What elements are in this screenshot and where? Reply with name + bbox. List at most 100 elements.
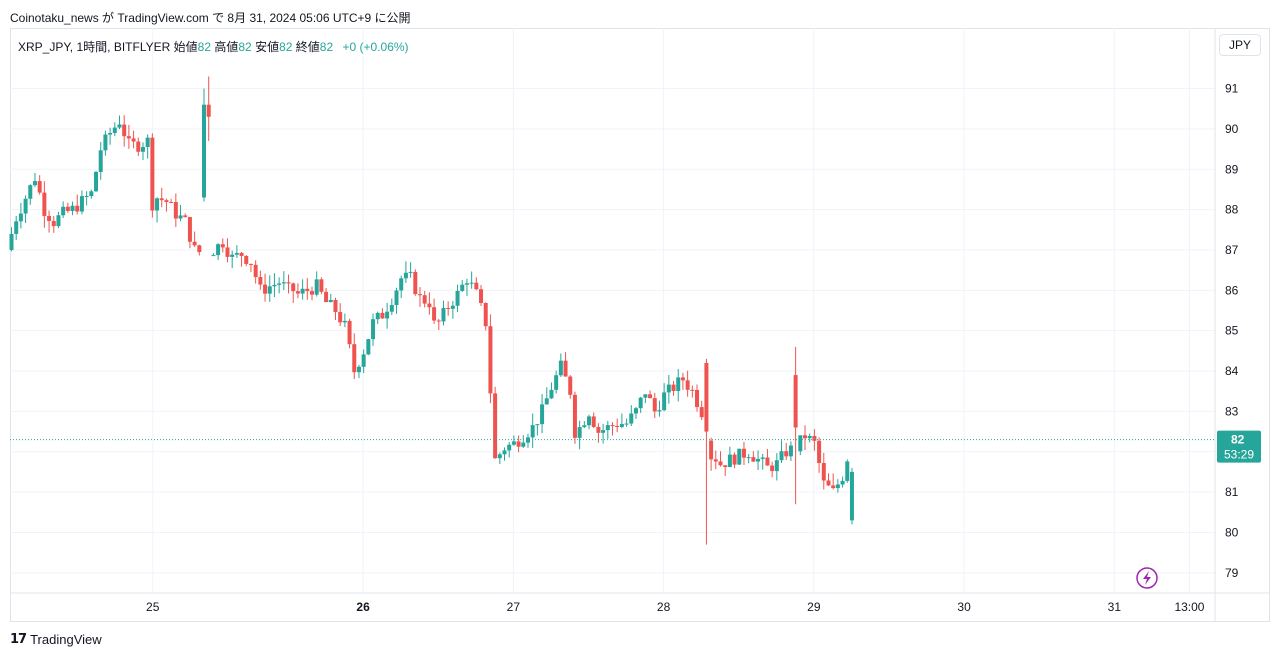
chart-legend: XRP_JPY, 1時間, BITFLYER 始値82 高値82 安値82 終値… [18,38,409,55]
candle-body [774,460,779,472]
candle-body [624,423,629,425]
candle-body [699,407,704,418]
grid-lines [10,28,1215,593]
candle-body [455,290,460,306]
high-label: 高値 [214,40,239,54]
candle-body [324,291,329,303]
candle-body [248,263,253,265]
candle [765,448,770,466]
candle-body [803,435,808,439]
candle [516,435,521,453]
candle-body [831,485,836,489]
candle-body [75,205,80,212]
low-value: 82 [279,40,293,54]
time-tick-label: 31 [1108,600,1122,614]
candle [709,437,714,471]
candle-body [671,384,676,392]
candle [643,394,648,404]
candle-body [558,360,563,376]
price-tick-label: 91 [1225,82,1239,96]
candle [14,215,19,241]
candle [366,338,371,356]
candle-body [417,294,422,296]
candle-body [352,344,357,373]
candle-body [511,441,516,445]
price-tag-countdown: 53:29 [1224,448,1254,462]
candle-body [361,354,366,367]
candle [840,476,845,488]
candle [145,134,150,159]
candle [122,115,127,147]
close-value: 82 [319,40,334,54]
candle-body [328,299,333,303]
candle [202,88,207,202]
candle [173,193,178,227]
candle [79,190,84,215]
candle [784,443,789,460]
candle-body [169,201,174,203]
candle-body [516,441,521,447]
candle-body [272,284,277,287]
candle-body [596,426,601,433]
candle [253,260,258,284]
price-tick-label: 88 [1225,203,1239,217]
candle-body [37,181,42,193]
candle-body [446,308,451,310]
candle-body [267,286,272,294]
candle-body [493,393,498,459]
candle [9,227,14,252]
candle-body [798,435,803,452]
close-label: 終値 [295,40,320,54]
symbol-label[interactable]: XRP_JPY, 1時間, BITFLYER [18,40,171,54]
candle [272,273,277,298]
candle [394,287,399,314]
candle-body [554,375,559,390]
candle-body [629,413,634,424]
candle-body [385,311,390,319]
candle [521,435,526,448]
candle [803,425,808,451]
candle-body [770,465,775,472]
candle-body [234,252,239,255]
candle-body [460,284,465,291]
candle [347,318,352,349]
candle [136,137,141,157]
lightning-icon[interactable] [1136,567,1158,589]
candle-body [427,303,432,308]
tradingview-logo[interactable]: 17 TradingView [10,632,102,647]
candle-body [765,457,770,466]
candle-body [220,244,225,248]
candle-body [94,171,99,192]
candle-body [84,196,89,198]
candle [436,318,441,330]
candle-body [652,398,657,412]
candle-body [685,380,690,390]
price-tick-label: 89 [1225,162,1239,176]
published-line: Coinotaku_news が TradingView.com で 8月 31… [10,11,411,25]
candle-body [845,461,850,481]
candle-body [788,445,793,457]
candle [155,197,160,223]
candle-body [507,444,512,451]
candle-body [807,435,812,439]
candle [493,386,498,459]
chart-frame[interactable] [10,28,1270,622]
candle [422,290,427,308]
candle [737,448,742,465]
candle-body [366,339,371,355]
currency-button[interactable]: JPY [1219,34,1261,56]
candle-body [709,440,714,460]
candle [300,279,305,300]
candle [216,243,221,260]
candle [690,385,695,398]
candle [629,405,634,426]
candle-body [23,198,28,214]
candle [591,412,596,429]
candle [328,293,333,303]
candle [544,387,549,405]
candle [831,473,836,490]
candle [230,250,235,269]
price-tick-label: 85 [1225,324,1239,338]
candle-body [216,244,221,256]
